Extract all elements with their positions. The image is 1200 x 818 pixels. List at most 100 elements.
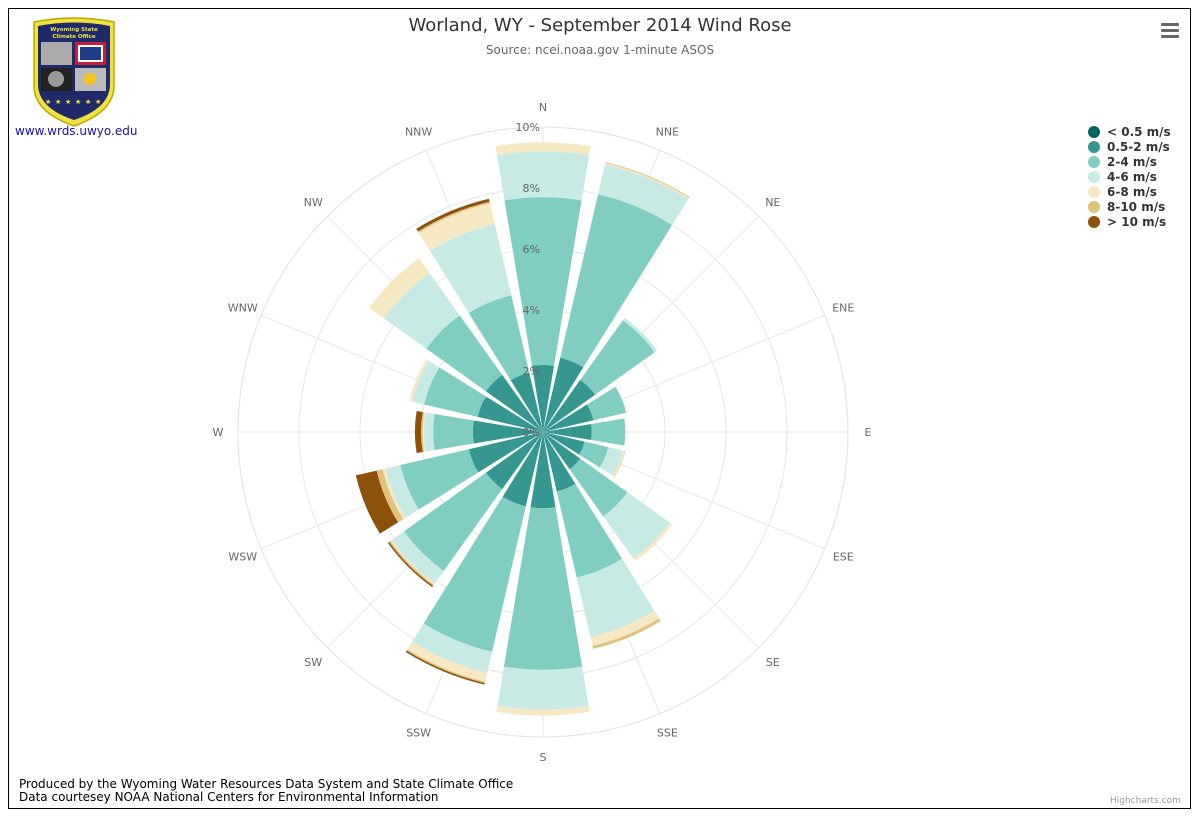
bar-ESE-series-2: [579, 441, 609, 468]
bar-NW-series-3: [384, 273, 460, 349]
bar-SSE-series-4: [590, 610, 660, 646]
bar-WSW-series-3: [385, 465, 419, 518]
legend-label: 4-6 m/s: [1107, 169, 1157, 184]
bar-NNE-series-1: [543, 357, 584, 432]
radial-tick-label: 2%: [523, 365, 540, 378]
bar-SE-series-1: [543, 432, 581, 470]
svg-text:★: ★: [95, 98, 101, 106]
bar-SW-series-1: [485, 432, 543, 490]
radial-tick-label: 0%: [523, 426, 540, 439]
bar-E-series-2: [591, 418, 626, 446]
legend-label: 0.5-2 m/s: [1107, 139, 1170, 154]
direction-label-WNW: WNW: [228, 302, 258, 315]
direction-label-S: S: [540, 751, 547, 764]
bar-S-series-4: [496, 705, 590, 716]
direction-label-WSW: WSW: [228, 550, 257, 563]
bar-SSE-series-1: [543, 432, 576, 492]
bar-SE-series-4: [633, 522, 673, 562]
bar-NE-series-3: [622, 317, 658, 353]
legend-symbol: [1088, 185, 1100, 198]
direction-label-ENE: ENE: [832, 302, 854, 315]
credit-line-1: Produced by the Wyoming Water Resources …: [19, 777, 514, 791]
bar-ENE-series-1: [543, 404, 594, 432]
legend-item-2[interactable]: 2-4 m/s: [1088, 154, 1171, 169]
direction-label-NNW: NNW: [405, 126, 432, 139]
bar-WNW-series-2: [424, 367, 487, 417]
bar-NNW-series-3: [430, 224, 512, 313]
bar-W-series-4: [422, 412, 426, 452]
climate-office-logo: ★ ★ ★ ★ ★ ★ Wyoming State Climate Office: [33, 17, 115, 127]
bar-S-series-3: [497, 666, 589, 710]
bar-NNW-series-2: [468, 295, 530, 381]
bar-SSE-series-5: [592, 618, 661, 649]
bar-NW-series-2: [426, 315, 503, 392]
bar-W-series-5: [421, 411, 425, 453]
context-menu-button[interactable]: [1158, 20, 1182, 42]
bar-SSW-series-3: [412, 623, 493, 673]
bar-SW-series-5: [389, 541, 434, 586]
bar-N-series-3: [496, 151, 590, 201]
bar-ESE-series-3: [599, 447, 624, 476]
svg-text:★: ★: [45, 98, 51, 106]
bar-SW-series-2: [404, 472, 503, 571]
legend-item-0[interactable]: < 0.5 m/s: [1088, 124, 1171, 139]
bar-WNW-series-1: [477, 396, 543, 432]
polar-labels: N NNE NE ENE E ESE SE SSE S SSW SW WSW W WNW NW NNW 0% 2%…: [213, 101, 872, 764]
legend-symbol: [1088, 140, 1100, 153]
legend-label: > 10 m/s: [1107, 214, 1167, 229]
radial-tick-label: 8%: [523, 182, 540, 195]
bar-W-series-3: [424, 412, 435, 452]
bar-WNW-series-3: [412, 360, 440, 405]
legend-item-1[interactable]: 0.5-2 m/s: [1088, 139, 1171, 154]
hamburger-icon: [1161, 23, 1179, 26]
bar-SE-series-2: [569, 458, 628, 517]
direction-label-SE: SE: [766, 656, 780, 669]
bar-SE-series-3: [603, 492, 670, 559]
bar-ESE-series-1: [543, 432, 585, 455]
bar-WSW-series-6: [355, 470, 399, 534]
direction-label-ESE: ESE: [833, 550, 854, 563]
bar-NNW-series-6: [416, 198, 490, 232]
bar-SSW-series-4: [407, 641, 488, 682]
bar-SW-series-6: [387, 541, 434, 588]
bar-ENE-series-2: [586, 386, 627, 421]
svg-text:★: ★: [55, 98, 61, 106]
direction-label-W: W: [213, 426, 224, 439]
bar-ESE-series-5: [614, 450, 626, 477]
highcharts-credit[interactable]: Highcharts.com: [1110, 796, 1181, 806]
bar-NE-series-1: [543, 379, 596, 432]
wrds-link[interactable]: www.wrds.uwyo.edu: [15, 124, 138, 138]
bar-N-series-2: [504, 197, 582, 366]
legend-symbol: [1088, 155, 1100, 168]
bar-NNW-series-4: [418, 203, 495, 251]
legend-symbol: [1088, 170, 1100, 183]
bar-SSW-series-6: [405, 650, 485, 685]
bar-E-series-1: [543, 423, 592, 441]
legend-label: < 0.5 m/s: [1107, 124, 1171, 139]
legend-item-3[interactable]: 4-6 m/s: [1088, 169, 1171, 184]
svg-text:★: ★: [65, 98, 71, 106]
legend-item-4[interactable]: 6-8 m/s: [1088, 184, 1171, 199]
direction-label-SSW: SSW: [406, 726, 431, 739]
bar-WSW-series-1: [468, 432, 543, 473]
bar-NNW-series-5: [417, 201, 490, 233]
direction-label-SSE: SSE: [657, 726, 678, 739]
radial-tick-label: 4%: [523, 304, 540, 317]
chart-subtitle: Source: ncei.noaa.gov 1-minute ASOS: [485, 43, 715, 57]
bar-N-series-4: [495, 142, 591, 156]
direction-label-E: E: [865, 426, 872, 439]
bar-SSW-series-2: [423, 496, 526, 652]
legend-item-5[interactable]: 8-10 m/s: [1088, 199, 1171, 214]
direction-label-NW: NW: [304, 196, 323, 209]
bar-NW-series-4: [369, 258, 430, 319]
direction-label-SW: SW: [304, 656, 322, 669]
radial-tick-label: 6%: [523, 243, 540, 256]
svg-text:★: ★: [75, 98, 81, 106]
chart-title: Worland, WY - September 2014 Wind Rose: [408, 15, 792, 36]
bar-WSW-series-5: [376, 469, 404, 523]
svg-text:★: ★: [85, 98, 91, 106]
wind-rose-bars: [355, 142, 690, 716]
bar-S-series-2: [503, 507, 583, 670]
legend-item-6[interactable]: > 10 m/s: [1088, 214, 1171, 229]
